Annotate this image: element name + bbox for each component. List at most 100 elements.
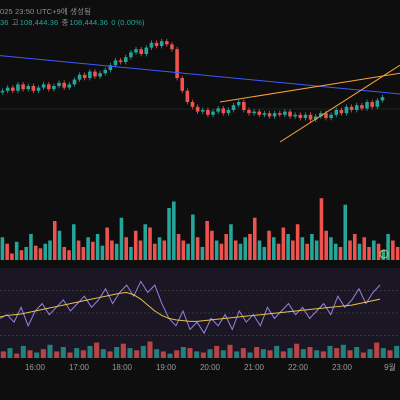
- volume-bar: [372, 240, 376, 260]
- oscillator-bar: [47, 344, 53, 358]
- oscillator-bar: [0, 351, 6, 358]
- volume-bar: [114, 243, 119, 260]
- volume-bar: [95, 234, 100, 260]
- volume-bar: [257, 240, 262, 260]
- candle-body: [129, 52, 133, 58]
- oscillator-bar: [114, 347, 120, 358]
- oscillator-bar: [174, 350, 180, 358]
- volume-bar: [395, 247, 400, 260]
- volume-bar: [338, 247, 343, 260]
- oscillator-bar: [154, 349, 160, 358]
- volume-bar: [333, 243, 338, 260]
- x-axis-tick-label: 9월: [384, 362, 396, 372]
- volume-bar: [243, 237, 248, 260]
- volume-bar: [262, 247, 267, 260]
- candle-body: [72, 79, 77, 85]
- x-axis-tick-label: 20:00: [200, 363, 221, 372]
- oscillator-panel: [0, 268, 400, 358]
- candle-body: [293, 114, 297, 117]
- low-label: 종: [61, 18, 69, 27]
- volume-bar: [10, 253, 14, 260]
- volume-bar: [324, 230, 328, 260]
- oscillator-bar: [107, 351, 113, 358]
- candle-body: [77, 74, 82, 80]
- x-axis-tick-label: 21:00: [244, 363, 265, 372]
- volume-bar: [352, 234, 357, 260]
- candle-body: [67, 84, 72, 88]
- oscillator-bar: [187, 348, 193, 358]
- candle-body: [334, 110, 339, 115]
- x-axis-tick-label: 18:00: [112, 363, 133, 372]
- volume-bar: [0, 237, 5, 260]
- volume-bar: [186, 243, 190, 260]
- volume-bar: [229, 224, 233, 260]
- oscillator-bar: [260, 349, 266, 358]
- volume-bar: [138, 240, 143, 260]
- candle-body: [375, 100, 380, 107]
- candle-body: [303, 114, 308, 118]
- volume-bar: [224, 234, 228, 260]
- volume-bar: [272, 237, 276, 260]
- volume-bar: [48, 240, 52, 260]
- candle-body: [93, 71, 97, 77]
- candle-body: [165, 41, 169, 45]
- candle-body: [16, 84, 20, 91]
- oscillator-line: [0, 280, 381, 335]
- oscillator-bar: [200, 352, 206, 358]
- trend-line: [279, 64, 400, 143]
- oscillator-bar: [247, 352, 253, 358]
- oscillator-bar: [314, 350, 320, 358]
- candle-body: [216, 108, 220, 112]
- volume-bar: [191, 214, 195, 260]
- oscillator-bar: [374, 342, 380, 358]
- volume-bar: [357, 243, 362, 260]
- candle-body: [185, 90, 190, 102]
- candle-body: [170, 44, 174, 50]
- volume-panel: [0, 198, 400, 260]
- high-label: 고: [11, 18, 19, 27]
- candle-body: [98, 73, 102, 77]
- volume-bar: [210, 230, 214, 260]
- oscillator-bar: [127, 348, 133, 358]
- candle-body: [283, 111, 287, 115]
- volume-bar: [152, 243, 157, 260]
- candle-body: [46, 84, 51, 90]
- volume-bar: [329, 237, 333, 260]
- oscillator-bar: [294, 343, 300, 358]
- volume-bar: [119, 217, 124, 260]
- volume-bar: [219, 243, 224, 260]
- volume-bar: [100, 245, 105, 260]
- candle-body: [118, 60, 123, 62]
- volume-bar: [43, 243, 48, 260]
- open-tail: 36: [0, 18, 9, 27]
- oscillator-line: [0, 291, 381, 322]
- volume-bar: [124, 237, 128, 260]
- candle-body: [262, 113, 267, 115]
- oscillator-bar: [160, 351, 166, 358]
- volume-bar: [391, 240, 395, 260]
- candle-body: [257, 111, 262, 115]
- volume-bar: [33, 245, 38, 260]
- volume-bar: [286, 234, 290, 260]
- candle-body: [62, 82, 66, 88]
- oscillator-bar: [167, 353, 173, 358]
- oscillator-bar: [320, 351, 326, 358]
- oscillator-bar: [274, 345, 280, 358]
- candle-body: [88, 71, 92, 78]
- candle-body: [154, 42, 159, 46]
- header-datetime: 025 23:50 UTC+9에 생성됨: [0, 7, 92, 16]
- oscillator-bar: [20, 345, 26, 358]
- candle-body: [288, 111, 292, 117]
- candle-body: [221, 108, 226, 114]
- ohlc-values: 36 고108,444.36 종108,444.36 0 (0.00%): [0, 17, 146, 28]
- volume-bar: [367, 247, 371, 260]
- ohlc-info-bar: 025 23:50 UTC+9에 생성됨: [0, 6, 92, 17]
- oscillator-bar: [394, 345, 400, 358]
- candle-body: [206, 110, 210, 115]
- candle-body: [180, 78, 185, 91]
- volume-bar: [348, 240, 352, 260]
- volume-bar: [19, 250, 24, 260]
- oscillator-bar: [220, 350, 226, 358]
